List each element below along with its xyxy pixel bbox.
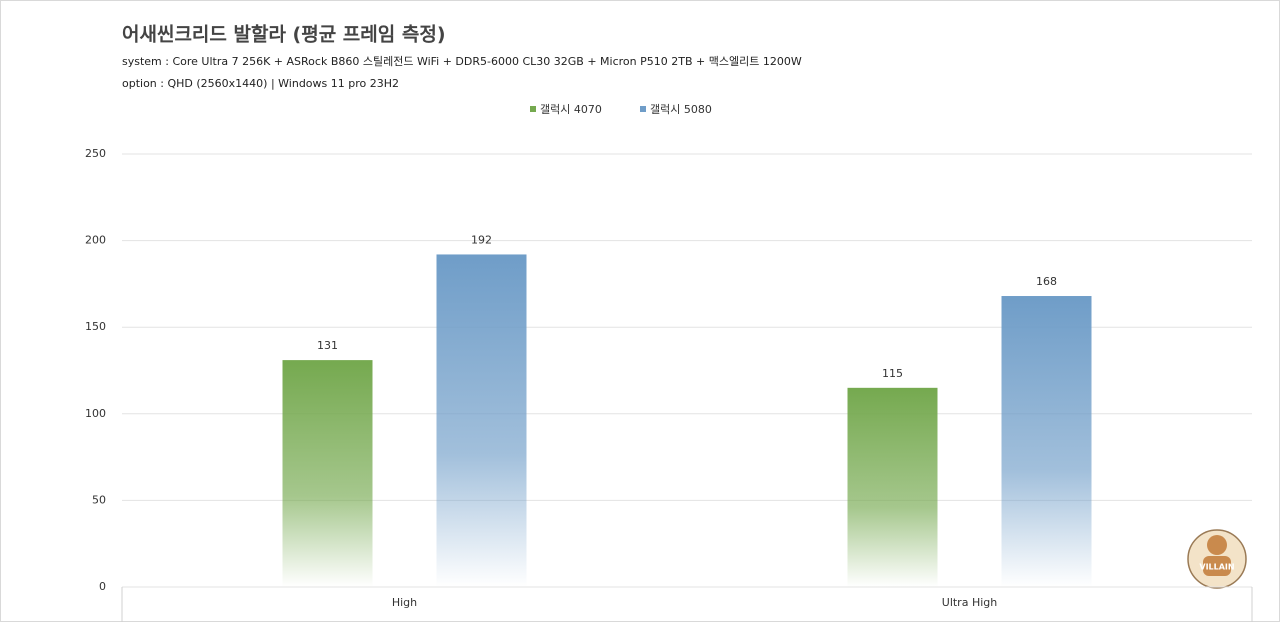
data-label: 115 bbox=[882, 367, 903, 380]
bar bbox=[1001, 296, 1092, 587]
legend-swatch bbox=[640, 106, 646, 112]
bar bbox=[436, 254, 527, 587]
chart-title: 어새씬크리드 발할라 (평균 프레임 측정) bbox=[122, 23, 446, 46]
y-tick-label: 100 bbox=[85, 407, 106, 420]
watermark-text: VILLAIN bbox=[1199, 563, 1234, 572]
y-tick-label: 0 bbox=[99, 580, 106, 593]
legend-label: 갤럭시 5080 bbox=[650, 103, 712, 116]
x-tick-label: High bbox=[392, 596, 417, 609]
y-tick-label: 250 bbox=[85, 147, 106, 160]
data-label: 131 bbox=[317, 339, 338, 352]
x-tick-label: Ultra High bbox=[942, 596, 997, 609]
y-tick-label: 200 bbox=[85, 234, 106, 247]
legend-swatch bbox=[530, 106, 536, 112]
y-tick-label: 150 bbox=[85, 320, 106, 333]
legend-label: 갤럭시 4070 bbox=[540, 103, 602, 116]
data-label: 168 bbox=[1036, 275, 1057, 288]
subtitle: system : Core Ultra 7 256K + ASRock B860… bbox=[122, 55, 802, 68]
bar bbox=[282, 360, 373, 587]
watermark-logo: VILLAIN bbox=[1187, 529, 1247, 589]
y-tick-label: 50 bbox=[92, 493, 106, 506]
data-label: 192 bbox=[471, 233, 492, 246]
subtitle: option : QHD (2560x1440) | Windows 11 pr… bbox=[122, 77, 399, 90]
bar bbox=[847, 387, 938, 587]
